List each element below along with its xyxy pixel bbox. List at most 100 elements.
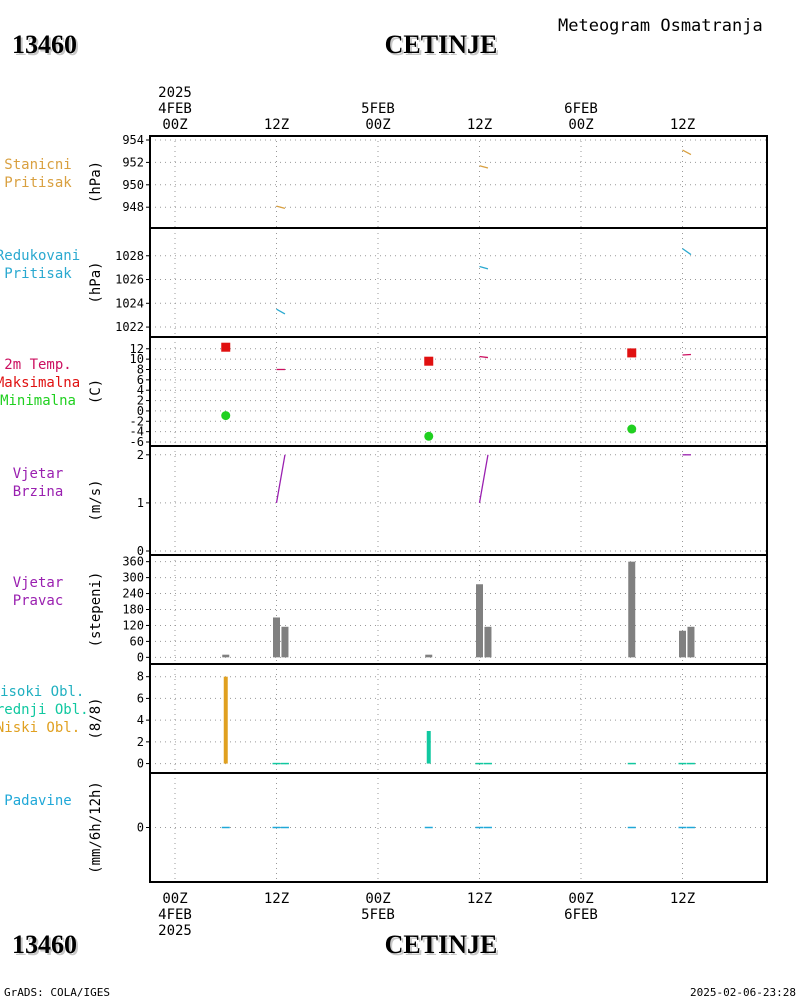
tmin-marker xyxy=(424,431,434,441)
data-bar xyxy=(476,584,483,658)
time-label-top: 12Z xyxy=(264,117,289,133)
panel-frame xyxy=(149,135,768,229)
y-tick-label: 1 xyxy=(137,496,144,510)
time-label-bottom: 6FEB xyxy=(564,907,598,923)
time-label-bottom: 12Z xyxy=(264,891,289,907)
y-tick-label: 2 xyxy=(137,448,144,462)
panel-frame xyxy=(149,336,768,447)
y-tick-label: 4 xyxy=(137,713,144,727)
tmax-marker xyxy=(627,348,637,358)
y-tick-label: 952 xyxy=(122,155,144,169)
panel-side-label: 2m Temp. xyxy=(4,357,71,373)
panel-side-label: Brzina xyxy=(13,484,64,500)
credit-text: GrADS: COLA/IGES xyxy=(4,986,110,999)
y-tick-label: 2 xyxy=(137,735,144,749)
y-tick-label: 8 xyxy=(137,670,144,684)
station-name-bottom: CETINJE xyxy=(385,930,498,959)
panel-side-label: Vjetar xyxy=(13,575,64,591)
panel-frame xyxy=(149,663,768,774)
panel-precipitation: 0 (mm/6h/12h) Padavine xyxy=(4,772,768,883)
tmin-marker xyxy=(627,424,637,434)
time-label-top: 6FEB xyxy=(564,101,598,117)
station-id-bottom-shadow: 13460 xyxy=(14,932,79,961)
y-tick-label: 0 xyxy=(137,821,144,835)
panel-unit-label: (hPa) xyxy=(88,161,104,203)
panel-side-label: Pritisak xyxy=(4,175,72,191)
time-label-bottom: 12Z xyxy=(467,891,492,907)
y-tick-label: -2 xyxy=(130,414,144,428)
tmax-marker xyxy=(424,356,434,366)
time-label-top: 00Z xyxy=(162,117,187,133)
panel-unit-label: (C) xyxy=(88,379,104,404)
time-label-bottom: 00Z xyxy=(162,891,187,907)
data-segment xyxy=(276,205,286,209)
tmax-marker xyxy=(221,342,231,352)
data-segment xyxy=(478,454,489,504)
panel-side-label: Visoki Obl. xyxy=(0,684,84,700)
data-bar xyxy=(281,626,289,658)
time-label-top: 00Z xyxy=(365,117,390,133)
panel-side-label: Pravac xyxy=(13,593,64,609)
timestamp-text: 2025-02-06-23:28 xyxy=(690,986,796,999)
data-bar xyxy=(222,654,230,658)
panel-unit-label: (mm/6h/12h) xyxy=(88,781,104,874)
y-tick-label: 1022 xyxy=(115,320,144,334)
y-tick-label: 12 xyxy=(130,342,144,356)
data-segment xyxy=(479,265,489,270)
station-name-bottom-shadow: CETINJE xyxy=(387,932,500,961)
station-id-shadow: 13460 xyxy=(14,32,79,61)
y-tick-label: 1026 xyxy=(115,273,144,287)
panels-group: 948950952954(hPa)StanicniPritisak1022102… xyxy=(0,133,768,883)
data-segment xyxy=(479,165,489,169)
y-tick-label: 10 xyxy=(130,352,144,366)
panel-wind_speed: 0 1 2 (m/s) Vjetar Brzina xyxy=(13,445,768,558)
panel-unit-label: (hPa) xyxy=(88,261,104,303)
time-label-top: 2025 xyxy=(158,85,192,101)
data-segment xyxy=(682,353,691,356)
panel-side-label: Minimalna xyxy=(0,393,76,409)
panel-side-label: Stanicni xyxy=(4,157,71,173)
data-segment xyxy=(682,149,692,156)
panel-frame xyxy=(149,227,768,338)
y-tick-label: 6 xyxy=(137,373,144,387)
data-bar xyxy=(425,654,433,658)
y-tick-label: 0 xyxy=(137,404,144,418)
panel-station_pressure: 948 950 952 954 (hPa) Stanicni Pritisak xyxy=(4,133,768,229)
y-tick-label: 948 xyxy=(122,200,144,214)
y-tick-label: 300 xyxy=(122,571,144,585)
time-label-top: 00Z xyxy=(568,117,593,133)
y-tick-label: -6 xyxy=(130,435,144,449)
y-tick-label: 2 xyxy=(137,394,144,408)
panel-frame xyxy=(149,445,768,556)
panel-reduced_pressure: 1022 1024 1026 1028 (hPa) Redukovani Pritisak xyxy=(0,227,768,338)
y-tick-label: 1028 xyxy=(115,249,144,263)
panel-unit-label: (m/s) xyxy=(88,479,104,521)
time-label-bottom: 12Z xyxy=(670,891,695,907)
time-label-top: 5FEB xyxy=(361,101,395,117)
panel-side-label: Srednji Obl. xyxy=(0,702,89,718)
time-label-bottom: 4FEB xyxy=(158,907,192,923)
time-label-top: 12Z xyxy=(670,117,695,133)
station-id-top: 13460 xyxy=(12,30,77,59)
y-tick-label: 950 xyxy=(122,178,144,192)
station-id-bottom: 13460 xyxy=(12,930,77,959)
time-label-bottom: 00Z xyxy=(568,891,593,907)
panel-side-label: Padavine xyxy=(4,793,71,809)
panel-side-label: Pritisak xyxy=(4,266,72,282)
data-bar xyxy=(223,676,228,764)
y-tick-label: 120 xyxy=(122,618,144,632)
data-segment xyxy=(682,248,692,256)
panel-unit-label: (stepeni) xyxy=(88,572,104,648)
y-tick-label: 360 xyxy=(122,555,144,569)
y-tick-label: 8 xyxy=(137,362,144,376)
product-title: Meteogram Osmatranja xyxy=(558,16,763,36)
station-name-shadow: CETINJE xyxy=(387,32,500,61)
panel-side-label: Redukovani xyxy=(0,248,80,264)
time-axis: 20254FEB00Z00Z4FEB202512Z12Z5FEB00Z00Z5F… xyxy=(158,85,695,939)
data-bar xyxy=(484,626,492,658)
panel-unit-label: (8/8) xyxy=(88,697,104,739)
panel-side-label: Vjetar xyxy=(13,466,64,482)
panel-side-label: Maksimalna xyxy=(0,375,80,391)
